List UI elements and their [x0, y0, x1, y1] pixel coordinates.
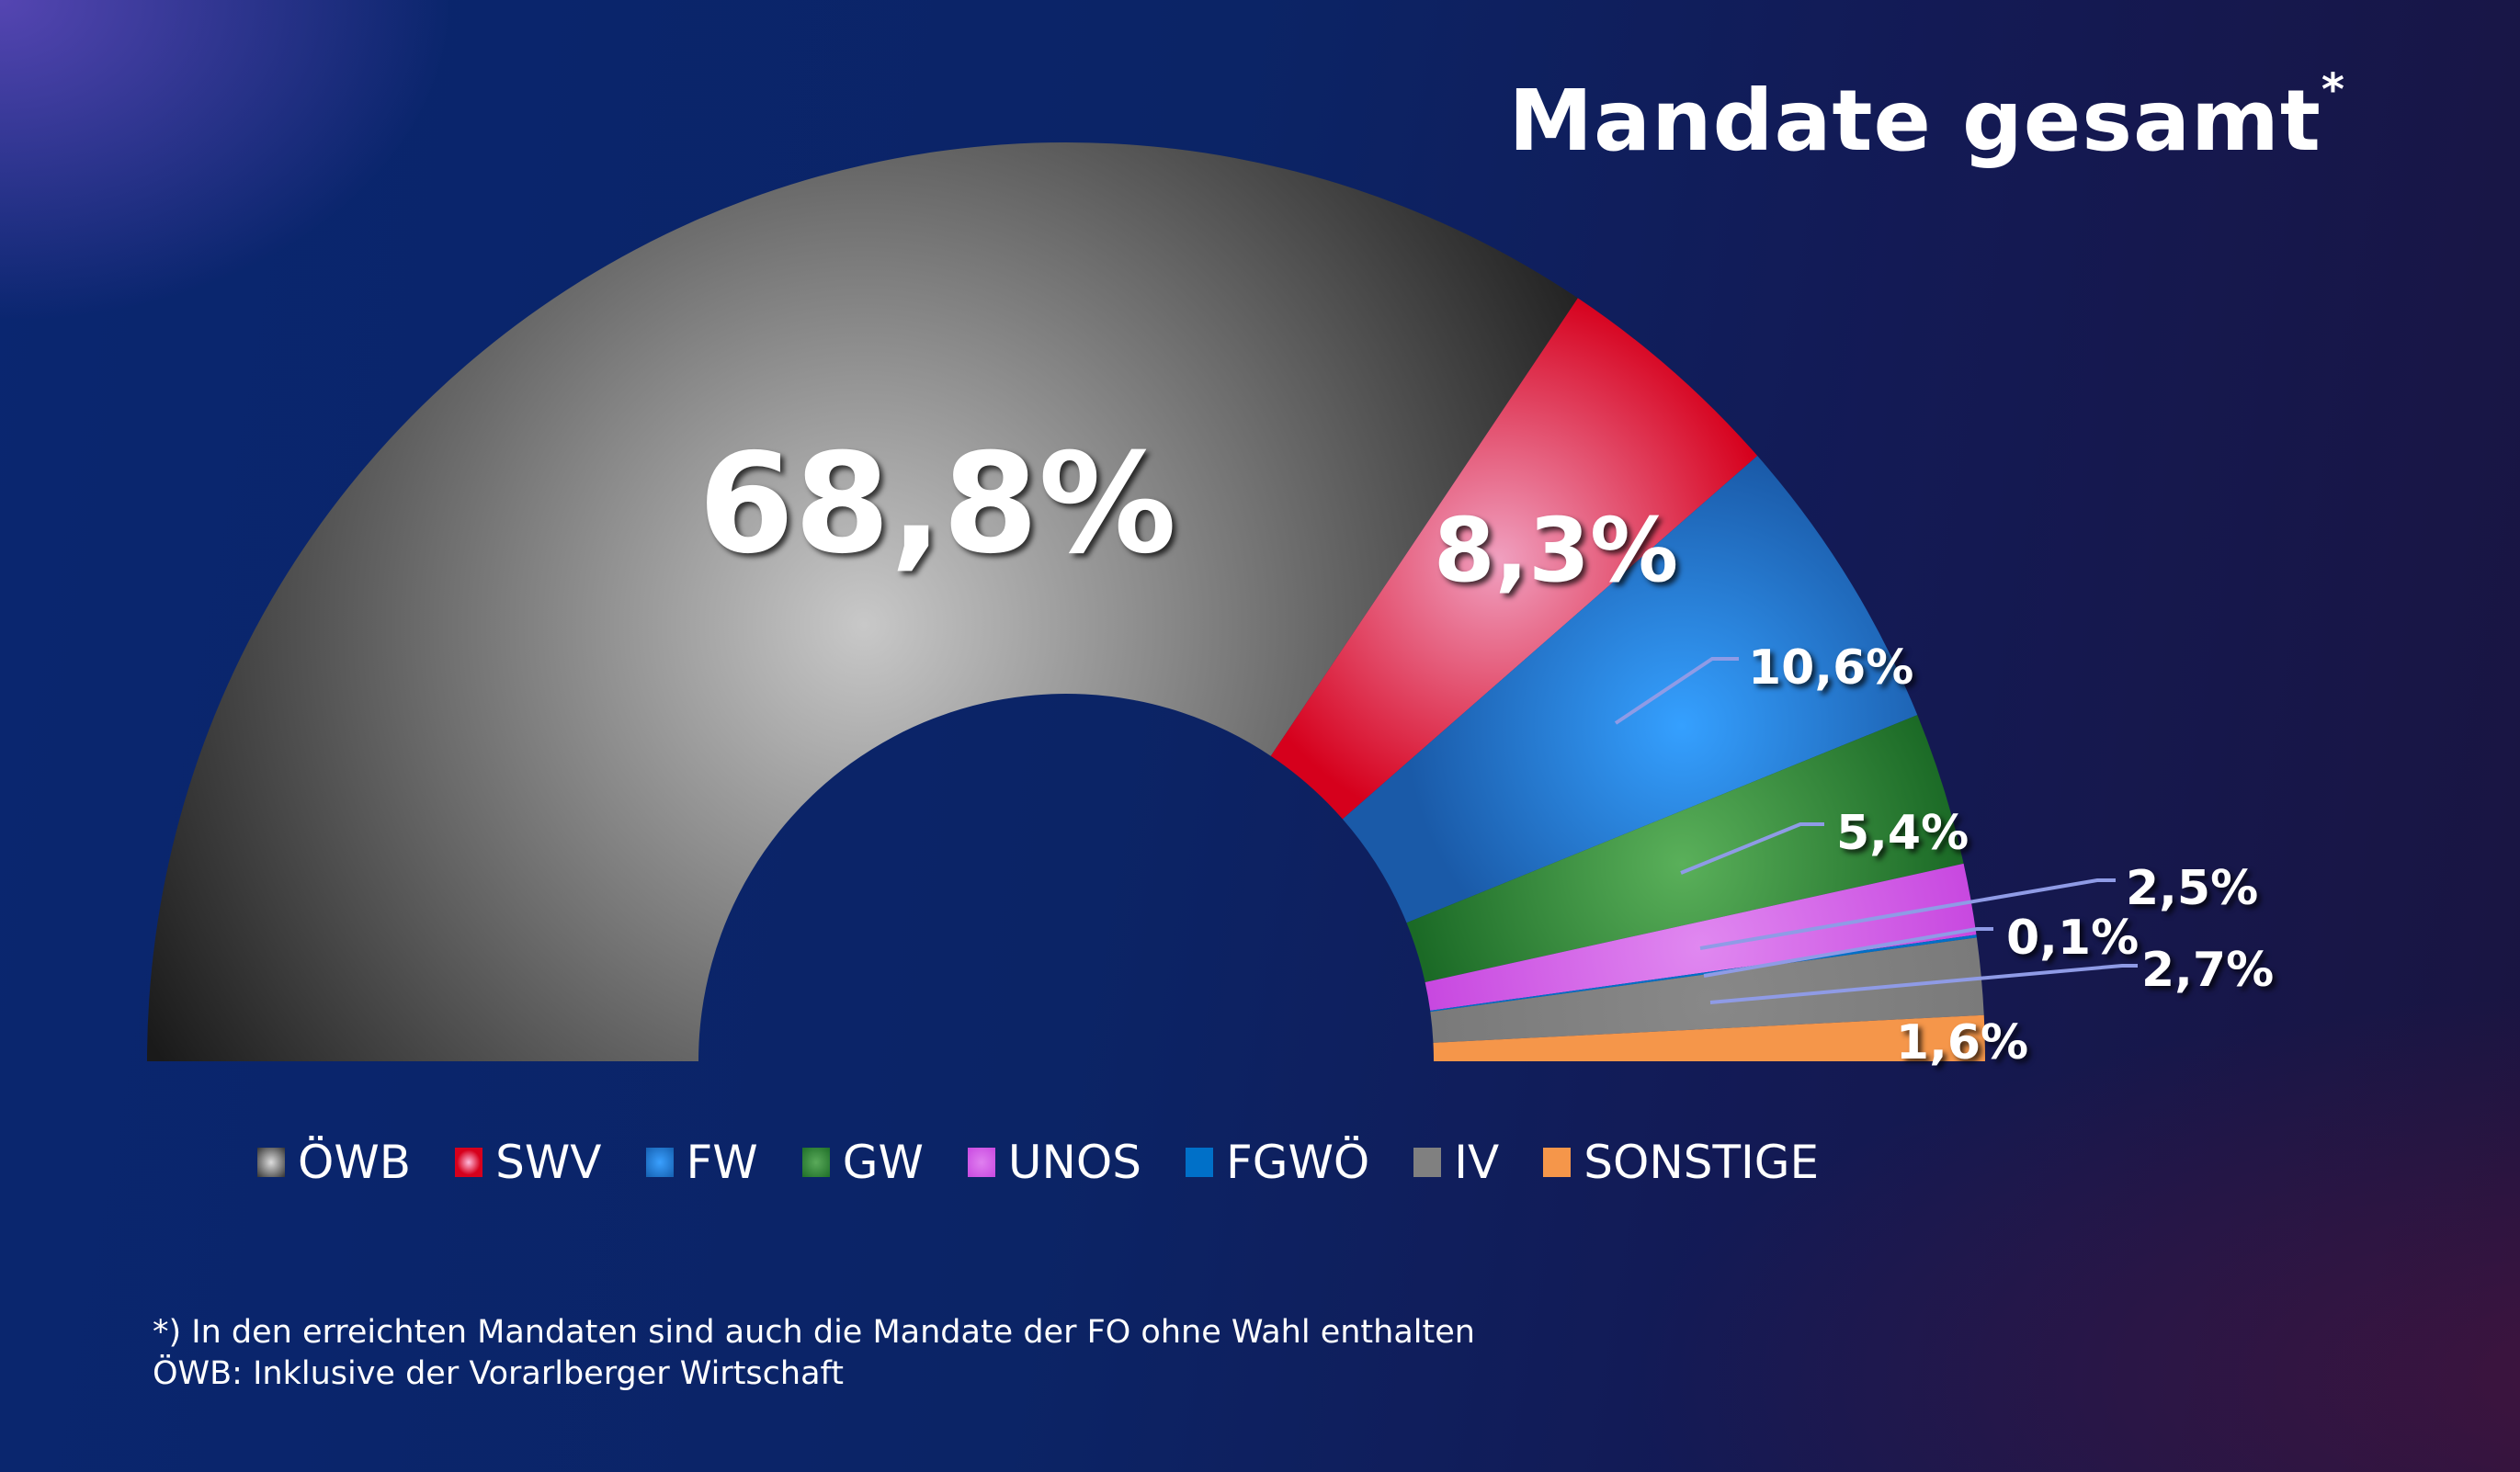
leader-line-gw: [1680, 822, 1824, 875]
chart-title: Mandate gesamt*: [1508, 64, 2345, 170]
data-label-fgwo: 0,1%: [2006, 911, 2139, 966]
data-label-swv: 8,3%: [1434, 499, 1678, 602]
legend-label: FW: [686, 1136, 758, 1189]
legend-item-gw: GW: [801, 1136, 924, 1189]
legend-label: GW: [842, 1136, 924, 1189]
legend-label: ÖWB: [298, 1136, 412, 1189]
footnote-1: *) In den erreichten Mandaten sind auch …: [153, 1314, 1475, 1351]
legend-item-fgwo: FGWÖ: [1185, 1136, 1370, 1189]
legend-label: IV: [1454, 1136, 1500, 1189]
legend-swatch: [645, 1148, 674, 1177]
slice-unos: [1425, 863, 1977, 1011]
legend-item-sonstige: SONSTIGE: [1543, 1136, 1819, 1189]
data-label-iv: 2,7%: [2141, 943, 2274, 998]
legend-item-iv: IV: [1413, 1136, 1499, 1189]
legend-swatch: [1543, 1148, 1572, 1177]
leader-line-fw: [1614, 657, 1739, 725]
title-text: Mandate gesamt: [1508, 72, 2321, 170]
slice-gw: [1406, 715, 1964, 982]
slice-iv: [1430, 937, 1984, 1043]
legend-swatch: [455, 1148, 483, 1177]
leader-line-iv: [1709, 964, 2138, 1004]
data-label-fw: 10,6%: [1748, 640, 1913, 696]
legend-label: SONSTIGE: [1584, 1136, 1820, 1189]
legend-swatch: [967, 1148, 995, 1177]
legend: ÖWB SWV FW GW UNOS FGWÖ IV SONSTIGE: [257, 1136, 1863, 1189]
legend-label: FGWÖ: [1225, 1136, 1370, 1189]
slice-sonstige: [1433, 1014, 1985, 1061]
footnote-2: ÖWB: Inklusive der Vorarlberger Wirtscha…: [153, 1355, 844, 1392]
legend-item-unos: UNOS: [967, 1136, 1141, 1189]
leader-line-unos: [1699, 878, 2116, 950]
legend-item-owb: ÖWB: [257, 1136, 411, 1189]
title-footnote-marker: *: [2321, 64, 2345, 116]
leader-line-fgwo: [1703, 927, 1993, 978]
legend-swatch: [1185, 1148, 1213, 1177]
legend-item-fw: FW: [645, 1136, 758, 1189]
data-label-sonstige: 1,6%: [1896, 1015, 2028, 1070]
data-label-unos: 2,5%: [2126, 861, 2258, 916]
slice-owb: [147, 142, 1578, 1061]
slice-fw: [1342, 456, 1918, 923]
legend-item-swv: SWV: [455, 1136, 602, 1189]
data-label-owb: 68,8%: [698, 425, 1176, 584]
data-label-gw: 5,4%: [1836, 806, 1969, 861]
legend-swatch: [1413, 1148, 1442, 1177]
legend-swatch: [257, 1148, 285, 1177]
legend-swatch: [801, 1148, 830, 1177]
slice-swv: [1270, 298, 1758, 820]
legend-label: SWV: [495, 1136, 602, 1189]
legend-label: UNOS: [1007, 1136, 1141, 1189]
